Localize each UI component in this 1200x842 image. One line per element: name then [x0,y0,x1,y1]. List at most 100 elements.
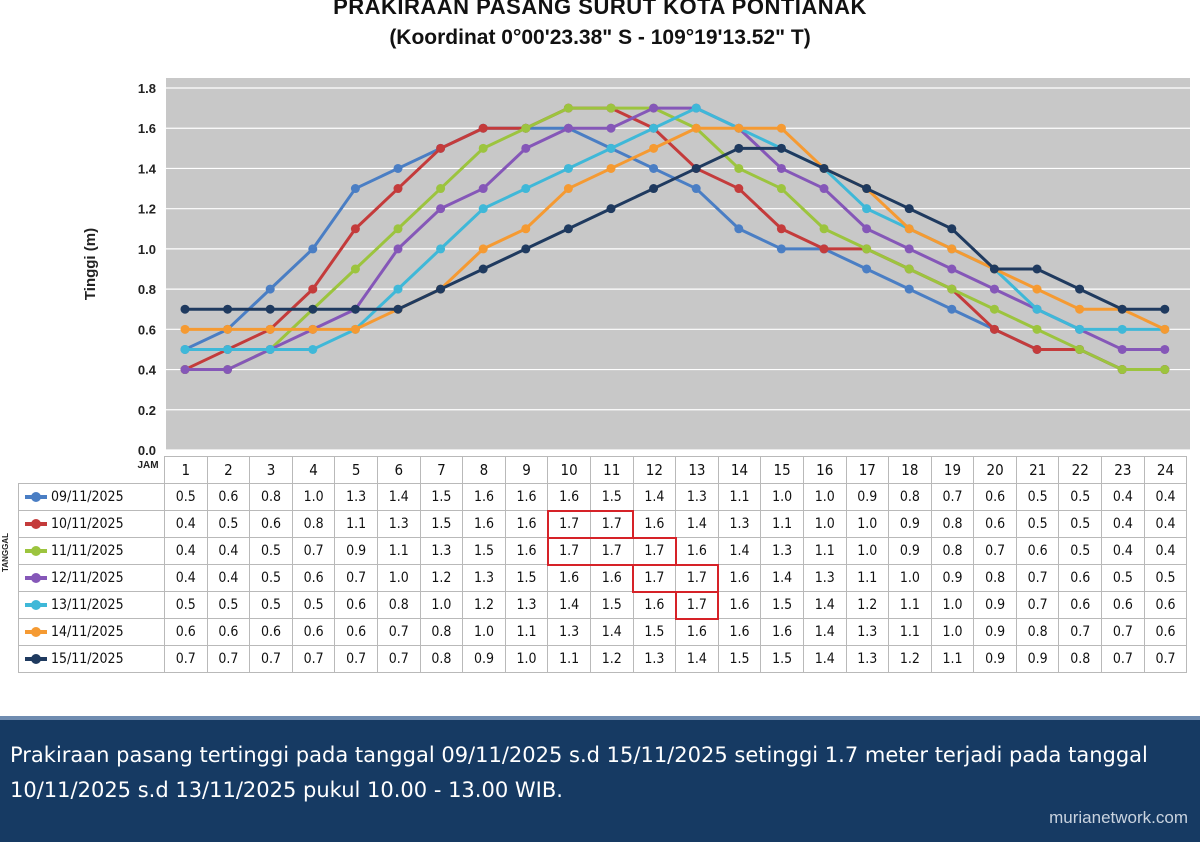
data-point [776,244,786,254]
table-cell: 1.3 [845,645,890,673]
data-point [862,204,872,214]
data-point [350,324,360,334]
data-point [819,244,829,254]
series-line [185,106,1165,372]
data-point [393,184,403,194]
table-cell: 0.8 [1058,645,1103,673]
series-date: 10/11/2025 [51,516,124,532]
data-point [436,184,446,194]
data-point [521,184,531,194]
table-cell: 0.4 [164,537,208,565]
table-cell: 0.7 [1101,645,1145,673]
table-cell: 1.3 [334,483,378,511]
table-cell: 0.5 [1015,483,1060,511]
table-row: 11/11/2025 0.4 0.4 0.5 0.7 0.9 1.1 1.3 1.5 1.6 1.7… [18,537,1188,565]
table-corner [19,457,165,484]
table-cell: 1.6 [717,591,762,619]
table-cell: 0.9 [888,510,932,538]
y-tick-label: 1.0 [138,242,156,257]
table-cell: 1.7 [632,564,677,592]
table-cell: 0.6 [206,618,251,646]
data-point [1160,365,1170,375]
table-cell: 1.5 [462,537,506,565]
table-cell: 1.5 [760,591,804,619]
table-cell: 0.9 [973,645,1017,673]
data-point [947,244,957,254]
table-cell: 0.7 [930,483,975,511]
table-cell: 0.6 [291,564,336,592]
table-cell: 0.7 [1015,591,1060,619]
data-point [265,304,275,314]
table-cell: 1.2 [462,591,506,619]
table-cell: 0.9 [1015,645,1060,673]
table-row: 12/11/2025 0.4 0.4 0.5 0.6 0.7 1.0 1.2 1.3 1.5 1.6… [18,564,1188,592]
y-tick-label: 0.6 [138,322,156,337]
table-cell: 0.9 [888,537,932,565]
data-point [904,244,914,254]
table-cell: 1.5 [589,591,634,619]
table-cell: 1.6 [504,537,549,565]
data-point [1160,344,1170,354]
legend-marker-icon [25,654,47,664]
table-cell: 1.3 [717,510,762,538]
data-point [393,304,403,314]
table-cell: 0.9 [462,645,506,673]
table-cell: 0.4 [1143,537,1188,565]
table-cell: 1.6 [760,618,804,646]
table-cell: 1.3 [675,483,719,511]
table-cell: 0.6 [1058,591,1103,619]
data-point [819,224,829,234]
series-legend-label: 09/11/2025 [18,483,165,511]
data-point [734,184,744,194]
table-row: 13/11/2025 0.5 0.5 0.5 0.5 0.6 0.8 1.0 1.2 1.3 1.4… [18,591,1188,619]
data-point [904,224,914,234]
table-cell: 1.6 [504,483,549,511]
legend-marker-icon [25,492,47,502]
data-point [1075,344,1085,354]
data-point [691,184,701,194]
table-cell: 0.6 [164,618,208,646]
table-cell: 0.4 [206,537,251,565]
table-cell: 1.7 [589,537,634,565]
data-point [563,123,573,133]
table-row: 09/11/2025 0.5 0.6 0.8 1.0 1.3 1.4 1.5 1.6 1.6 1.6… [18,483,1188,511]
data-point [436,284,446,294]
table-cell: 1.0 [930,591,975,619]
table-cell: 1.1 [888,618,932,646]
table-cell: 0.6 [334,591,378,619]
table-cell: 1.5 [419,483,464,511]
y-tick-label: 0.2 [138,403,156,418]
data-point [180,365,190,375]
table-cell: 1.1 [888,591,932,619]
data-point [478,184,488,194]
data-point [819,163,829,173]
data-point [1117,344,1127,354]
data-point [393,244,403,254]
table-cell: 0.4 [164,564,208,592]
table-cell: 0.9 [973,591,1017,619]
footer-divider [0,716,1200,720]
data-point [350,224,360,234]
data-point [1032,264,1042,274]
series-date: 14/11/2025 [51,624,124,640]
table-cell: 1.3 [845,618,890,646]
data-point [734,143,744,153]
data-point [265,284,275,294]
table-cell: 0.6 [334,618,378,646]
table-cell: 0.4 [206,564,251,592]
data-point [223,304,233,314]
table-cell: 0.6 [249,510,293,538]
data-point [436,143,446,153]
table-cell: 0.5 [164,591,208,619]
y-tick-label: 1.6 [138,121,156,136]
hour-header: 19 [930,456,975,484]
data-point [1032,304,1042,314]
table-cell: 0.7 [1058,618,1103,646]
table-cell: 0.7 [1101,618,1145,646]
table-cell: 1.7 [547,510,591,538]
table-cell: 1.3 [547,618,591,646]
table-cell: 1.1 [930,645,975,673]
table-cell: 0.7 [249,645,293,673]
table-cell: 0.7 [334,564,378,592]
data-point [223,365,233,375]
